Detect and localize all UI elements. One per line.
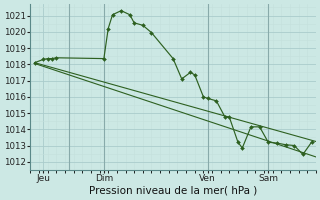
X-axis label: Pression niveau de la mer( hPa ): Pression niveau de la mer( hPa ) <box>89 186 257 196</box>
